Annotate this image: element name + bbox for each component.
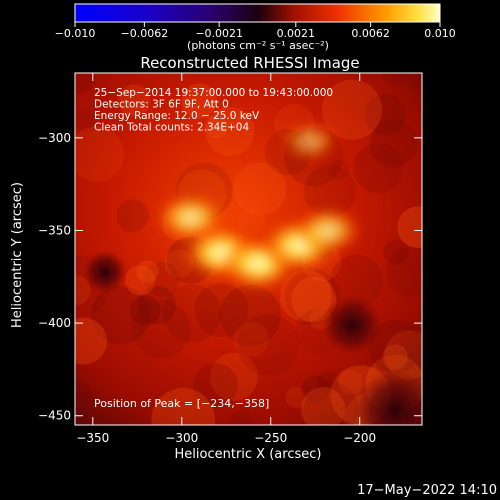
- texture-blob: [75, 126, 124, 182]
- colorbar-tick-label: −0.0062: [120, 27, 168, 40]
- texture-blob: [76, 109, 100, 133]
- texture-blob: [75, 318, 107, 365]
- x-axis-label: Heliocentric X (arcsec): [175, 447, 322, 462]
- x-tick-label: −350: [76, 431, 109, 445]
- texture-blob: [116, 199, 149, 233]
- bright-source: [293, 206, 363, 255]
- texture-blob: [232, 321, 269, 358]
- texture-blob: [279, 269, 332, 322]
- texture-blob: [384, 330, 422, 380]
- texture-blob: [304, 164, 356, 217]
- texture-blob: [194, 283, 249, 338]
- y-tick-label: −350: [38, 223, 71, 237]
- texture-blob: [364, 93, 407, 136]
- texture-blob: [219, 284, 281, 347]
- texture-blob: [353, 143, 404, 194]
- y-tick-label: −450: [38, 409, 71, 423]
- heatmap-texture: [75, 73, 422, 425]
- texture-blob: [181, 83, 217, 119]
- y-axis-label: Heliocentric Y (arcsec): [10, 182, 25, 328]
- y-tick-label: −400: [38, 316, 71, 330]
- texture-blob: [230, 411, 254, 425]
- heatmap-sources: [155, 121, 363, 292]
- x-tick-label: −300: [165, 431, 198, 445]
- colorbar-units-label: (photons cm⁻² s⁻¹ asec⁻²): [187, 39, 329, 52]
- colorbar-tick-label: 0.0062: [351, 27, 390, 40]
- texture-blob: [397, 206, 422, 248]
- texture-blob: [118, 84, 151, 117]
- texture-blob: [330, 254, 384, 308]
- annotation-line: Energy Range: 12.0 − 25.0 keV: [94, 110, 260, 122]
- colorbar-tick-label: 0.010: [424, 27, 456, 40]
- heatmap-image: [75, 73, 422, 425]
- colorbar-tick-label: −0.010: [55, 27, 96, 40]
- texture-blob: [124, 265, 156, 296]
- texture-blob: [129, 295, 161, 326]
- texture-blob: [75, 73, 96, 95]
- texture-blob: [285, 387, 307, 409]
- texture-blob: [303, 381, 359, 425]
- colorbar: −0.010 −0.0062 −0.0021 0.0021 0.0062 0.010 (p…: [55, 3, 456, 52]
- texture-blob: [386, 247, 422, 297]
- dark-ring-feature: [322, 295, 382, 355]
- texture-blob: [237, 207, 266, 236]
- texture-blob: [75, 380, 92, 414]
- dark-corner-feature: [355, 370, 422, 425]
- x-axis-ticks: −350 −300 −250 −200: [76, 73, 376, 445]
- annotation-line: Clean Total counts: 2.34E+04: [94, 122, 249, 134]
- texture-blob: [291, 276, 337, 323]
- texture-blob: [162, 284, 222, 343]
- texture-blob: [209, 352, 258, 401]
- texture-blob: [301, 375, 330, 403]
- texture-blob: [151, 388, 216, 425]
- texture-blob: [131, 299, 191, 359]
- texture-blob: [233, 162, 287, 216]
- texture-blob: [381, 73, 408, 87]
- annotation-line: 25−Sep−2014 19:37:00.000 to 19:43:00.000: [94, 87, 333, 99]
- dark-ring-feature: [83, 250, 127, 294]
- colorbar-gradient: [74, 3, 441, 23]
- colorbar-tick-label: −0.0021: [195, 27, 243, 40]
- peak-position-label: Position of Peak = [−234,−358]: [94, 397, 269, 410]
- texture-blob: [382, 344, 408, 370]
- texture-blob: [321, 79, 383, 140]
- texture-blob: [316, 370, 340, 394]
- texture-blob: [383, 239, 409, 265]
- texture-blob: [205, 106, 255, 157]
- image-annotations: 25−Sep−2014 19:37:00.000 to 19:43:00.000…: [94, 87, 333, 134]
- texture-blob: [144, 261, 180, 298]
- texture-blob: [338, 369, 364, 395]
- texture-blob: [137, 285, 177, 325]
- texture-blob: [368, 319, 422, 374]
- plot-frame: [74, 72, 423, 426]
- texture-blob: [328, 159, 350, 181]
- texture-blob: [300, 387, 346, 425]
- y-axis-ticks: −300 −350 −400 −450: [38, 131, 422, 423]
- x-tick-label: −200: [343, 431, 376, 445]
- texture-blob: [369, 119, 418, 168]
- x-tick-label: −250: [254, 431, 287, 445]
- texture-blob: [136, 260, 159, 283]
- texture-blob: [204, 115, 228, 139]
- texture-blob: [237, 313, 300, 376]
- texture-blob: [193, 362, 238, 408]
- annotation-line: Detectors: 3F 6F 9F, Att 0: [94, 99, 229, 111]
- bright-source: [281, 121, 339, 162]
- chart-title: Reconstructed RHESSI Image: [140, 54, 359, 72]
- texture-blob: [90, 285, 151, 345]
- timestamp: 17−May−2022 14:10: [357, 483, 497, 498]
- colorbar-ticks: −0.010 −0.0062 −0.0021 0.0021 0.0062 0.010: [55, 22, 456, 40]
- y-tick-label: −300: [38, 131, 71, 145]
- colorbar-tick-label: 0.0021: [277, 27, 316, 40]
